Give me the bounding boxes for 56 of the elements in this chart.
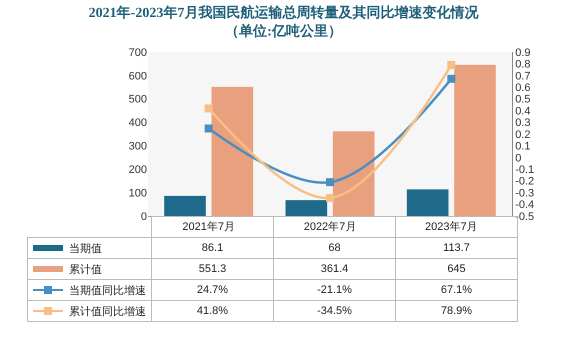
y2-tick-label: 0: [515, 152, 522, 164]
y2-tick-label: -0.3: [515, 187, 534, 200]
data-label: 551.3: [152, 258, 274, 280]
bar: [286, 200, 328, 216]
y-tick-label: 600: [128, 70, 147, 82]
x-tick-label: 2022年7月: [304, 221, 356, 234]
y2-tick-label: -0.1: [515, 164, 534, 176]
point: [326, 194, 334, 202]
y-tick-label: 700: [128, 46, 147, 59]
legend-label: 累计值同比增速: [69, 306, 146, 318]
y-tick-label: 400: [128, 117, 147, 130]
data-label: 113.7: [396, 238, 518, 258]
y2-tick-label: 0.3: [515, 117, 530, 130]
point: [447, 74, 456, 83]
bar: [164, 196, 206, 216]
point: [204, 124, 213, 132]
chart-title: 2021年-2023年7月我国民航运输总周转量及其同比增速变化情况: [88, 4, 480, 22]
legend-label: 累计值: [69, 264, 102, 276]
y2-tick-label: 0.6: [515, 82, 530, 94]
y2-tick-label: 0.7: [515, 70, 530, 82]
y-tick-label: 100: [128, 187, 147, 200]
point: [447, 61, 456, 69]
y2-tick-label: 0.5: [515, 94, 530, 106]
data-label: -21.1%: [274, 280, 396, 300]
y2-tick-label: 0.9: [515, 46, 530, 59]
y2-tick-label: -0.5: [515, 210, 534, 223]
data-label: 68: [274, 238, 396, 258]
data-label: -34.5%: [274, 300, 396, 322]
data-label: 78.9%: [396, 300, 518, 322]
y2-tick-label: 0.2: [515, 128, 530, 141]
y2-tick-label: 0.4: [515, 105, 530, 118]
y-tick-label: 200: [128, 164, 147, 176]
data-label: 86.1: [152, 238, 274, 258]
y-tick-label: 500: [128, 94, 147, 106]
point: [204, 104, 213, 112]
x-tick-label: 2021年7月: [182, 221, 235, 234]
y2-tick-label: 0.8: [515, 58, 530, 71]
data-label: 24.7%: [152, 280, 274, 300]
data-label: 361.4: [274, 258, 396, 280]
bar: [406, 189, 448, 216]
legend-label: 当期值: [69, 242, 102, 254]
y2-tick-label: -0.4: [515, 199, 534, 212]
data-label: 41.8%: [152, 300, 274, 322]
y-tick-label: 300: [128, 140, 147, 153]
point: [326, 178, 334, 186]
data-label: 67.1%: [396, 280, 518, 300]
x-tick-label: 2023年7月: [425, 221, 478, 234]
y2-tick-label: -0.2: [515, 176, 534, 188]
data-label: 645: [396, 258, 518, 280]
y-tick-label: 0: [140, 210, 147, 223]
bar: [212, 86, 254, 216]
y2-tick-label: 0.1: [515, 140, 530, 153]
bar: [332, 131, 374, 216]
bar: [454, 64, 496, 216]
chart-subtitle: （单位:亿吨公里）: [225, 23, 342, 40]
legend-label: 当期值同比增速: [69, 284, 146, 296]
